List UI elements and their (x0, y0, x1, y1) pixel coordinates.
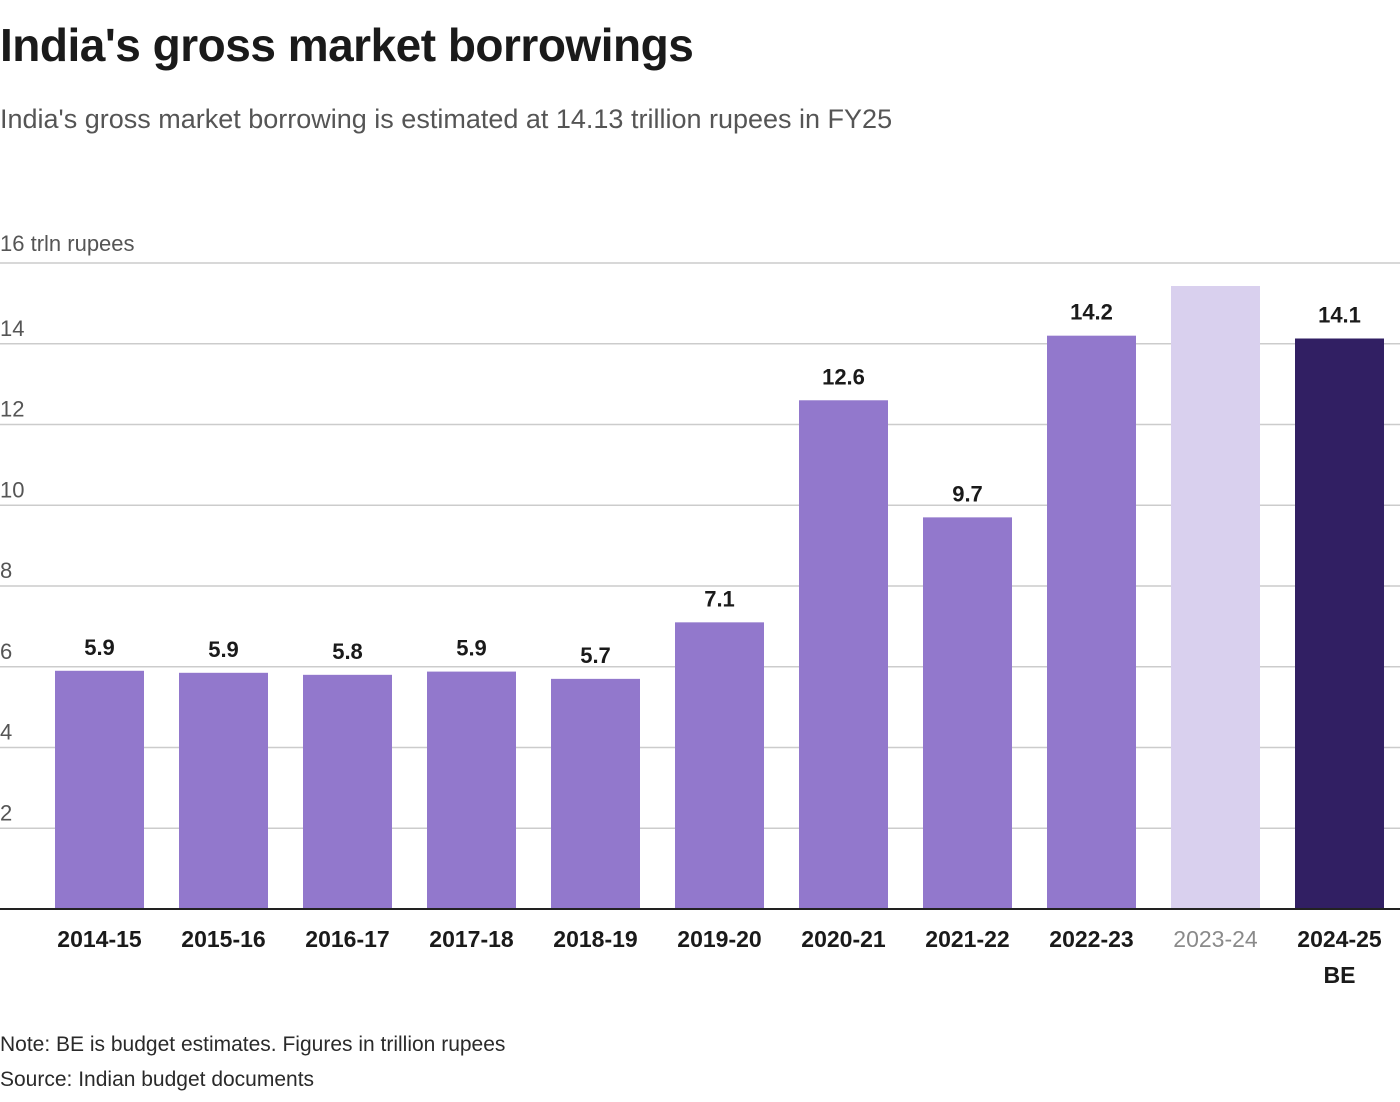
y-tick-label-10: 10 (0, 477, 24, 502)
x-tick-label-2017-18: 2017-18 (429, 926, 514, 952)
x-tick-label-2018-19: 2018-19 (553, 926, 637, 952)
data-label-2017-18: 5.9 (456, 636, 487, 661)
data-label-2018-19: 5.7 (580, 643, 611, 668)
data-label-2019-20: 7.1 (704, 586, 735, 611)
x-tick-label-2014-15: 2014-15 (57, 926, 142, 952)
bar-2021-22 (923, 517, 1012, 909)
bar-2023-24 (1171, 286, 1260, 909)
y-tick-label-8: 8 (0, 558, 12, 583)
chart-note: Note: BE is budget estimates. Figures in… (0, 1033, 506, 1056)
bar-2018-19 (551, 678, 640, 909)
x-tick-label-2019-20: 2019-20 (677, 926, 761, 952)
data-label-2014-15: 5.9 (84, 635, 115, 660)
bar-2024-25 BE (1295, 338, 1384, 910)
bar-2020-21 (799, 400, 888, 909)
chart-source: Source: Indian budget documents (0, 1068, 315, 1091)
x-tick-label-2024-25 BE-line-1: 2024-25 (1297, 926, 1382, 952)
y-tick-label-12: 12 (0, 397, 24, 422)
x-tick-label-2024-25 BE-line-2: BE (1324, 962, 1356, 988)
chart-title: India's gross market borrowings (0, 19, 694, 71)
x-tick-label-2020-21: 2020-21 (801, 926, 886, 952)
y-tick-label-14: 14 (0, 316, 24, 341)
y-tick-label-4: 4 (0, 720, 12, 745)
x-tick-label-2023-24: 2023-24 (1173, 926, 1258, 952)
y-tick-label-6: 6 (0, 639, 12, 664)
y-axis-label: 16 trln rupees (0, 231, 135, 256)
bar-2019-20 (675, 622, 764, 909)
bar-2017-18 (427, 671, 516, 909)
x-tick-label-2016-17: 2016-17 (305, 926, 389, 952)
bar-2015-16 (179, 672, 268, 909)
data-label-2022-23: 14.2 (1070, 300, 1113, 325)
data-label-2015-16: 5.9 (208, 637, 239, 662)
bar-chart: 2 4 6 8 10 12 14 16 trln rupees 5.9 2014-15 5.9 201… (0, 231, 1400, 988)
data-label-2024-25 BE: 14.1 (1318, 303, 1361, 328)
x-tick-label-2022-23: 2022-23 (1049, 926, 1133, 952)
data-label-2020-21: 12.6 (822, 364, 865, 389)
data-label-2021-22: 9.7 (952, 481, 983, 506)
chart-subtitle: India's gross market borrowing is estima… (0, 104, 893, 134)
data-label-2016-17: 5.8 (332, 639, 363, 664)
y-tick-label-2: 2 (0, 800, 12, 825)
bar-2022-23 (1047, 335, 1136, 909)
bar-2016-17 (303, 674, 392, 909)
bar-2014-15 (55, 670, 144, 909)
x-tick-label-2021-22: 2021-22 (925, 926, 1009, 952)
x-tick-label-2015-16: 2015-16 (181, 926, 265, 952)
